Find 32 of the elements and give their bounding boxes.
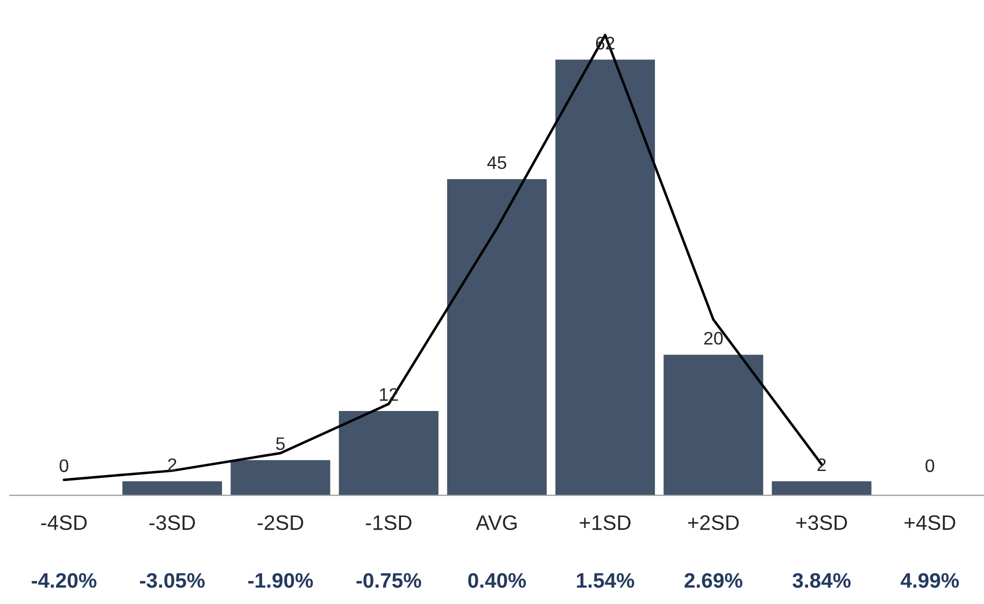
text: 0.40% xyxy=(468,573,526,588)
x-tick-label: +1SD xyxy=(580,515,631,530)
bar xyxy=(338,410,438,496)
text: 3.84% xyxy=(792,573,851,588)
data-label: 45 xyxy=(487,156,506,170)
data-label: 2 xyxy=(818,458,826,471)
data-label: 20 xyxy=(704,332,723,345)
x-tick-label: +4SD xyxy=(904,515,956,530)
text: 1.54% xyxy=(576,573,634,588)
bar xyxy=(122,481,222,496)
text: -3.05% xyxy=(140,573,205,588)
bar xyxy=(664,354,764,496)
text: -4.20% xyxy=(32,573,96,588)
data-label: 5 xyxy=(276,437,285,450)
text: 2.69% xyxy=(684,573,742,588)
x-tick-label: AVG xyxy=(476,515,517,530)
data-label: 0 xyxy=(60,459,68,472)
x-tick-label: -1SD xyxy=(366,515,412,530)
data-label: 0 xyxy=(926,459,934,472)
x-tick-label: -3SD xyxy=(149,515,195,530)
bar xyxy=(447,179,547,496)
text: -0.75% xyxy=(356,573,422,588)
text: 4.99% xyxy=(900,573,959,588)
bar xyxy=(772,481,872,496)
data-label: 2 xyxy=(168,458,176,471)
bar xyxy=(230,460,330,496)
x-tick-label: -4SD xyxy=(41,515,87,530)
x-tick-label: +3SD xyxy=(796,515,847,530)
text: -1.90% xyxy=(248,573,313,588)
bar xyxy=(555,60,655,496)
x-tick-label: +2SD xyxy=(688,515,739,530)
x-tick-label: -2SD xyxy=(258,515,304,530)
